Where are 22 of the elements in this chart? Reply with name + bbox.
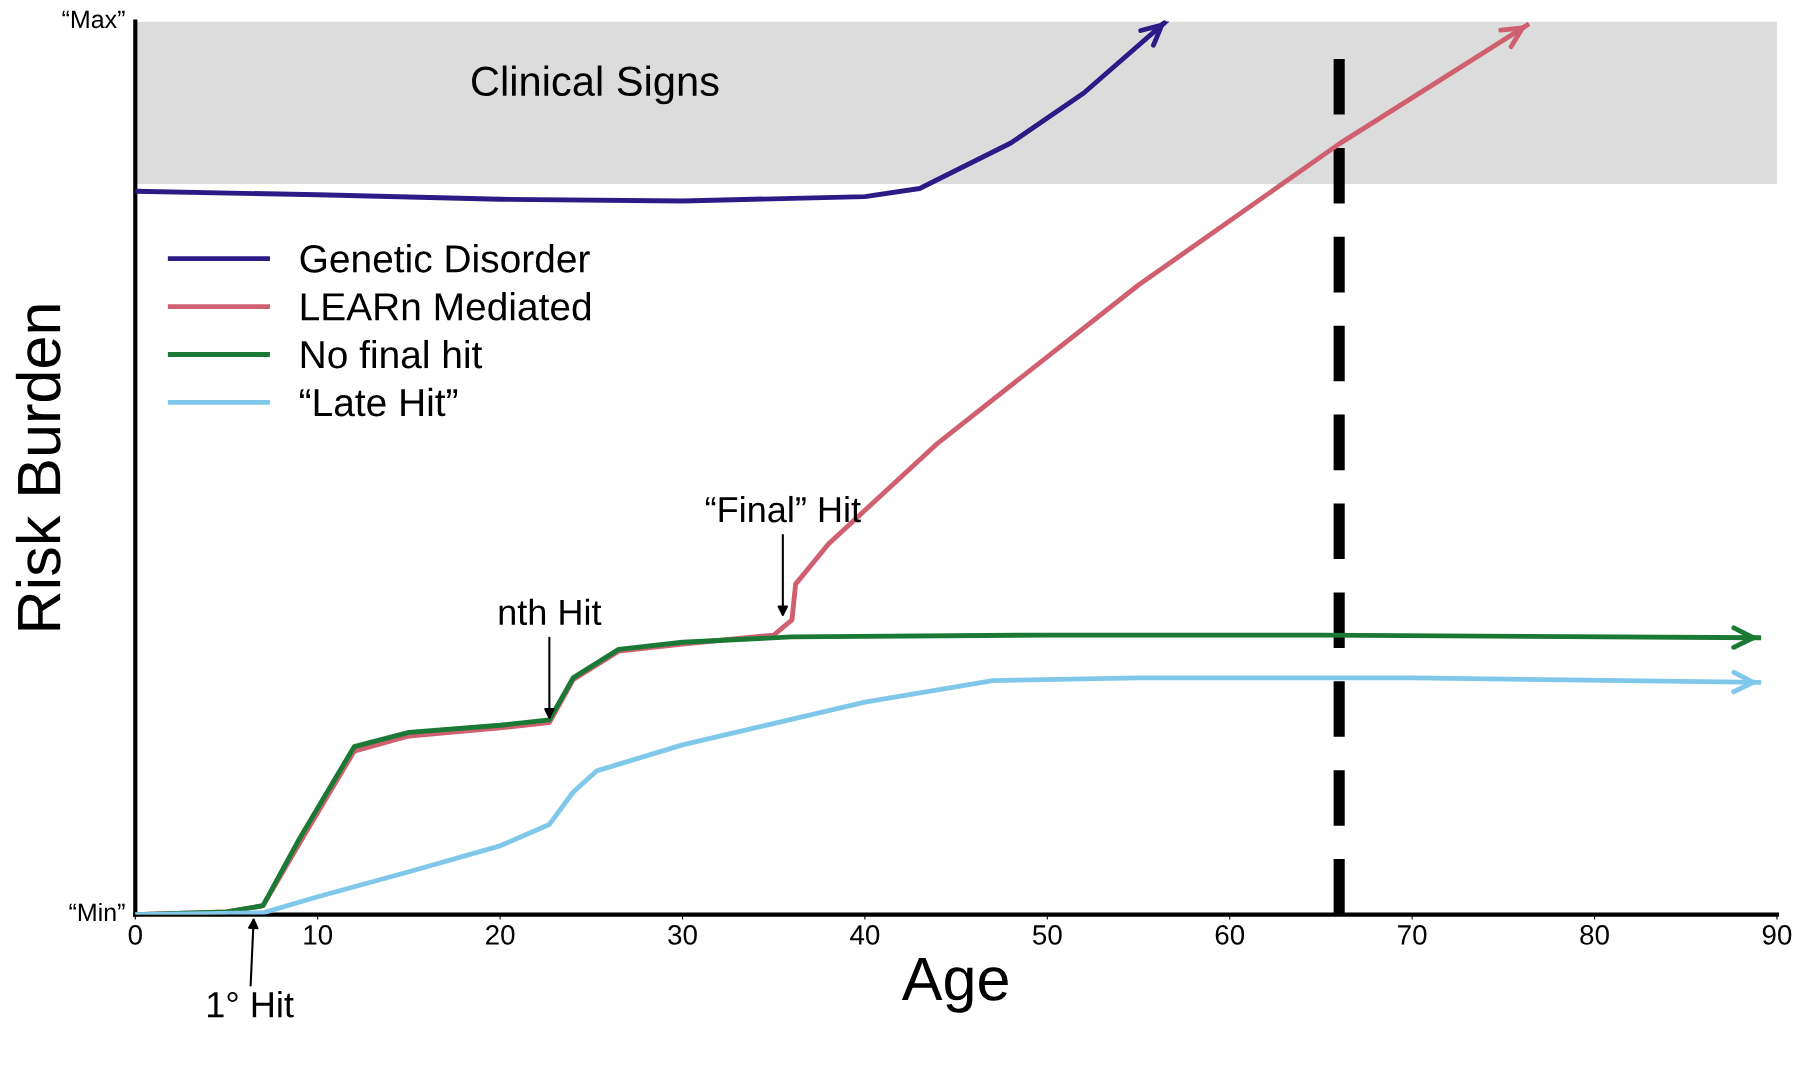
x-tick-label: 70 [1398, 925, 1427, 945]
legend-label: “Late Hit” [300, 387, 458, 417]
x-tick-label: 20 [486, 925, 515, 945]
x-tick-label: 10 [304, 925, 333, 945]
legend-label: No final hit [301, 339, 483, 369]
x-tick-label: 60 [1215, 925, 1245, 945]
band-label: Clinical Signs [472, 65, 719, 105]
x-tick-label: 90 [1762, 925, 1792, 945]
y-axis-title: Risk Burden [15, 305, 61, 630]
annotation: “Final” Hit [705, 495, 861, 523]
legend-label: Genetic Disorder [300, 244, 590, 273]
x-tick-label: 40 [850, 925, 880, 945]
x-tick-label: 30 [668, 925, 697, 945]
x-axis-title: Age [901, 958, 1008, 1013]
x-tick-label: 80 [1580, 925, 1609, 945]
text: “Max” [62, 10, 125, 29]
annotation: nth Hit [499, 598, 602, 626]
x-tick-label: 0 [128, 925, 142, 945]
annotation: 1° Hit [208, 990, 294, 1018]
x-tick-label: 50 [1032, 925, 1062, 945]
text: “Min” [69, 902, 125, 922]
legend-label: LEARn Mediated [301, 291, 591, 321]
